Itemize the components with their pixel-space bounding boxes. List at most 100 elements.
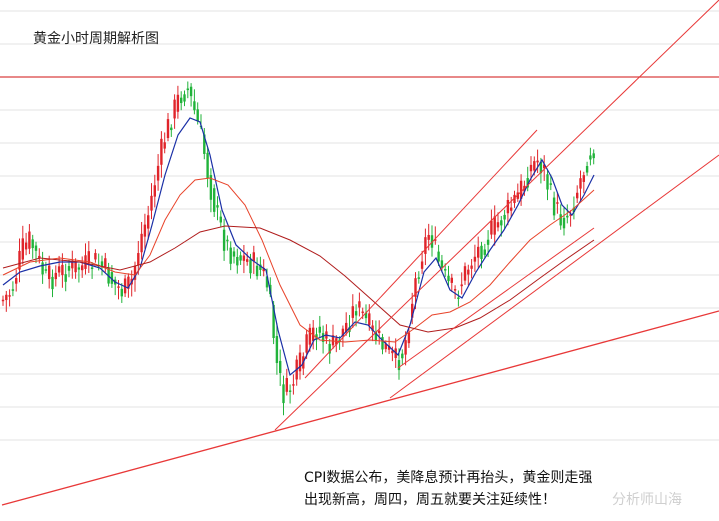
candle-body: [404, 340, 407, 355]
candle-body: [490, 220, 493, 235]
candle-body: [81, 265, 84, 271]
candle-body: [242, 255, 246, 261]
candle-body: [21, 238, 24, 260]
candle-body: [384, 343, 387, 350]
candle-body: [576, 192, 579, 199]
candle-body: [24, 242, 28, 250]
candle-body: [143, 224, 147, 237]
candle-body: [361, 311, 364, 314]
candle-body: [463, 266, 467, 281]
candle-body: [166, 119, 170, 139]
candle-body: [61, 264, 64, 276]
candle-body: [556, 202, 559, 204]
candle-body: [457, 297, 460, 300]
candle-body: [378, 330, 381, 333]
candle-body: [183, 94, 186, 102]
candle-body: [569, 214, 572, 216]
candle-body: [222, 229, 226, 251]
candle-body: [500, 220, 503, 226]
candle-body: [44, 269, 48, 271]
candle-body: [275, 336, 279, 364]
candle-body: [345, 322, 348, 332]
candle-body: [552, 197, 556, 216]
candle-body: [460, 284, 463, 287]
candle-body: [163, 142, 166, 149]
watermark: 分析师山海: [612, 492, 682, 508]
candle-body: [219, 216, 222, 223]
ma-slow-line: [2, 225, 595, 333]
candle-body: [90, 267, 94, 269]
candle-body: [213, 188, 216, 212]
candle-body: [292, 384, 295, 386]
candle-body: [341, 328, 345, 337]
candle-body: [414, 278, 417, 297]
candle-body: [255, 265, 259, 277]
candle-body: [387, 345, 391, 350]
long-term-support-line: [1, 310, 719, 506]
candle-body: [407, 332, 411, 344]
candle-body: [516, 192, 519, 199]
candle-body: [549, 183, 552, 185]
candle-body: [585, 166, 589, 173]
candle-body: [328, 343, 331, 354]
candle-body: [262, 267, 265, 272]
candle-body: [589, 155, 592, 160]
candle-body: [104, 258, 107, 267]
candle-body: [539, 161, 543, 174]
candle-body: [193, 101, 196, 111]
candle-body: [579, 178, 582, 189]
candle-body: [434, 239, 437, 241]
candle-body: [15, 278, 18, 284]
candle-body: [331, 335, 335, 346]
candle-body: [519, 180, 523, 199]
candle-body: [444, 269, 447, 271]
candle-body: [417, 277, 420, 279]
candle-body: [308, 327, 312, 345]
inner-channel-upper-line: [304, 129, 538, 379]
candle-body: [239, 255, 242, 261]
candle-body: [236, 256, 239, 266]
candle-body: [592, 153, 595, 159]
candle-body: [420, 261, 424, 269]
candle-body: [173, 99, 176, 119]
candle-body: [470, 265, 473, 269]
candle-body: [430, 235, 434, 248]
candle-body: [447, 275, 450, 282]
candle-body: [176, 94, 180, 112]
candle-body: [477, 246, 480, 258]
candle-body: [180, 97, 183, 104]
candle-body: [503, 214, 506, 220]
candle-body: [84, 255, 87, 269]
candle-body: [150, 195, 153, 211]
candle-body: [110, 272, 114, 284]
candle-body: [232, 251, 236, 257]
candle-body: [496, 222, 500, 228]
candle-body: [427, 234, 430, 240]
candle-body: [206, 152, 209, 179]
candle-body: [196, 109, 199, 122]
candle-body: [8, 295, 11, 297]
caption-line-2: 出现新高，周四，周五就要关注延续性！: [304, 492, 556, 508]
candle-body: [566, 215, 569, 218]
caption-line-1: CPI数据公布，美降息预计再抬头，黄金则走强: [304, 470, 593, 486]
candle-body: [285, 378, 288, 392]
candle-body: [513, 194, 516, 204]
candle-body: [186, 88, 189, 91]
candle-body: [358, 301, 361, 308]
candle-body: [87, 251, 90, 264]
candle-body: [71, 260, 74, 269]
candle-body: [94, 253, 97, 260]
candle-body: [153, 185, 156, 197]
candle-body: [305, 334, 308, 353]
candle-body: [486, 239, 490, 245]
candle-body: [252, 252, 255, 262]
candle-body: [120, 288, 123, 297]
candle-body: [391, 350, 394, 354]
candle-body: [216, 205, 219, 208]
inner-channel-lower-line: [397, 227, 595, 369]
candle-body: [265, 276, 269, 288]
candle-body: [189, 86, 193, 97]
candle-body: [67, 266, 71, 271]
candle-body: [562, 217, 566, 229]
